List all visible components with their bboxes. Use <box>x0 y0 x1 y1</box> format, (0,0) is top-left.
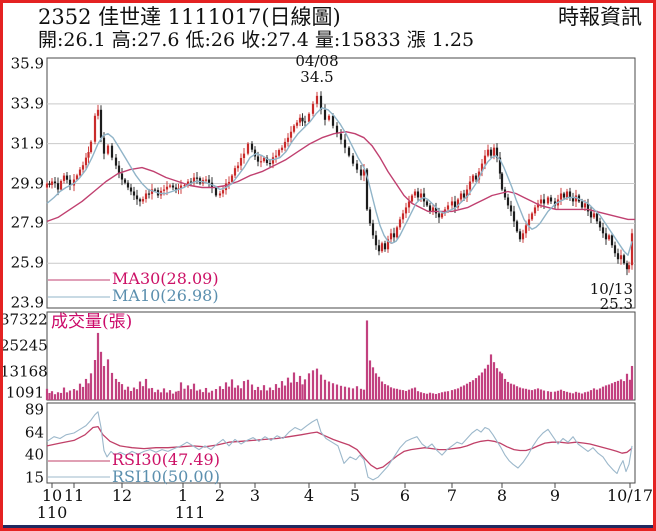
price-axis-label: 29.9 <box>10 174 44 193</box>
price-axis-label: 31.9 <box>10 134 44 153</box>
price-axis-label: 27.9 <box>10 213 44 232</box>
price-axis-label: 25.9 <box>10 253 44 272</box>
volume-axis-label: 1091 <box>5 383 44 402</box>
legend-ma10: MA10(26.98) <box>112 286 219 305</box>
bottom-navy-strip <box>3 525 653 528</box>
x-axis-year-label: 111 <box>174 503 206 522</box>
x-axis-month-label: 8 <box>496 486 508 505</box>
x-axis-month-label: 3 <box>249 486 261 505</box>
volume-axis-label: 37322 <box>0 310 48 329</box>
x-axis-month-label: 2 <box>214 486 226 505</box>
annotation-trough-date: 10/13 <box>589 280 633 298</box>
rsi-axis-label: 40 <box>24 445 44 464</box>
rsi-axis-label: 64 <box>24 423 44 442</box>
legend-ma30: MA30(28.09) <box>112 269 219 288</box>
legend-rsi30: RSI30(47.49) <box>112 450 220 469</box>
rsi-axis-label: 15 <box>24 468 44 487</box>
price-axis-label: 33.9 <box>10 94 44 113</box>
x-axis-year-label: 110 <box>36 503 68 522</box>
x-axis-month-label: 10 <box>41 486 63 505</box>
annotation-peak-date: 04/08 <box>295 52 339 70</box>
quote-summary: 開:26.1 高:27.6 低:26 收:27.4 量:15833 漲 1.25 <box>38 29 475 51</box>
x-axis-month-label: 4 <box>303 486 315 505</box>
page-title: 2352 佳世達 1111017(日線圖) <box>38 5 341 29</box>
annotation-peak-price: 34.5 <box>300 68 334 86</box>
x-axis-month-label: 9 <box>549 486 561 505</box>
x-axis-month-label: 11 <box>63 486 85 505</box>
volume-pane-title: 成交量(張) <box>51 312 133 332</box>
annotation-trough-price: 25.3 <box>599 295 633 313</box>
x-axis-month-label: 5 <box>349 486 361 505</box>
volume-axis-label: 13168 <box>0 362 48 381</box>
rsi-axis-label: 89 <box>24 400 44 419</box>
x-axis-month-label: 12 <box>111 486 133 505</box>
x-axis-month-label: 7 <box>446 486 458 505</box>
x-axis-month-label: 1 <box>177 486 189 505</box>
source-label: 時報資訊 <box>558 5 642 29</box>
x-axis-month-label: 6 <box>399 486 411 505</box>
price-axis-label: 35.9 <box>10 54 44 73</box>
volume-axis-label: 25245 <box>0 336 48 355</box>
price-axis-label: 23.9 <box>10 293 44 312</box>
legend-rsi10: RSI10(50.00) <box>112 467 220 486</box>
x-axis-month-label: 10/17 <box>606 486 654 505</box>
